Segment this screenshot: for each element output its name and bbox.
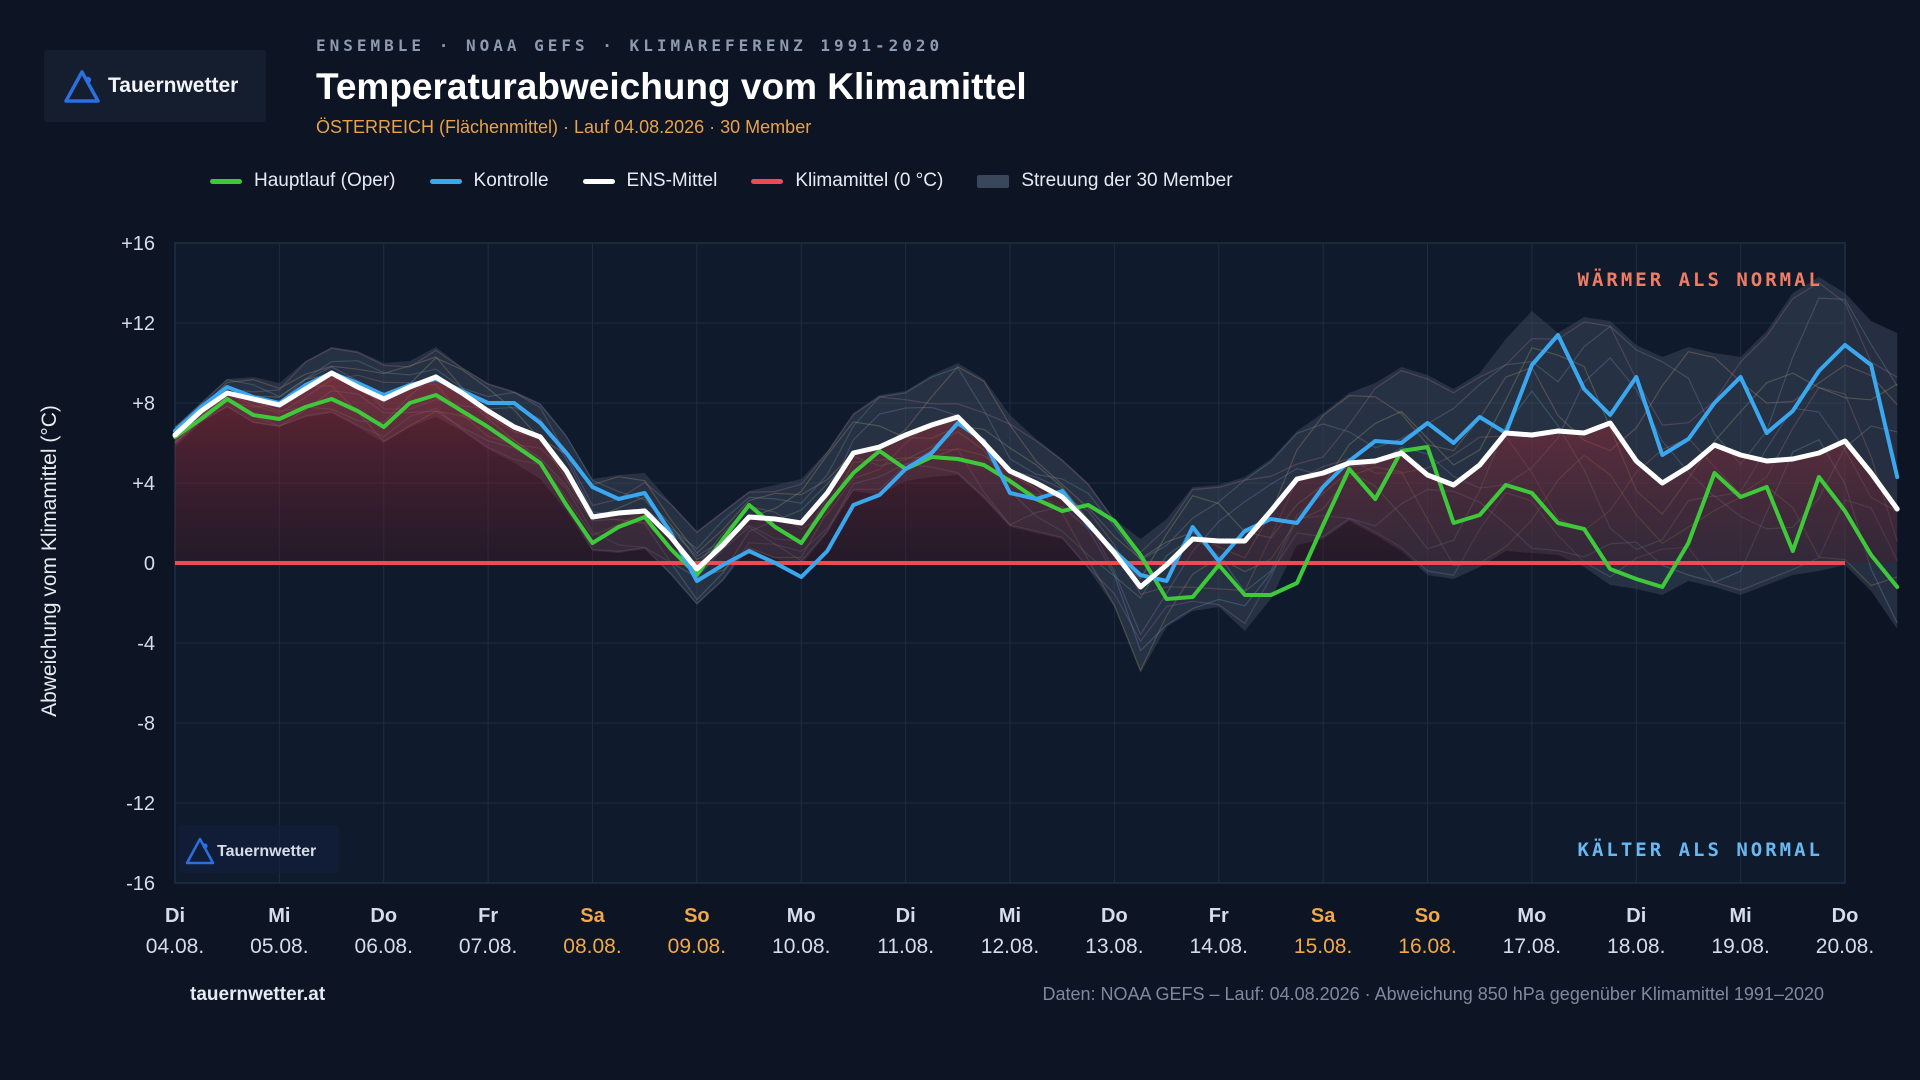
x-tick-date: 08.08.	[563, 935, 621, 958]
legend-swatch-climate	[751, 178, 784, 184]
watermark-dot-icon	[202, 843, 208, 849]
legend-label-ensmean: ENS-Mittel	[626, 170, 718, 191]
legend-item-ensmean: ENS-Mittel	[582, 170, 718, 192]
spread-band	[175, 277, 1898, 673]
legend-item-spread: Streuung der 30 Member	[977, 170, 1233, 192]
y-tick-label: -12	[126, 793, 155, 815]
x-tick-weekday: So	[1415, 905, 1441, 927]
run-meta: ÖSTERREICH (Flächenmittel) · Lauf 04.08.…	[316, 117, 812, 137]
y-tick-label: +12	[121, 313, 155, 335]
watermark-text: Tauernwetter	[217, 843, 316, 860]
x-tick-weekday: Do	[1101, 905, 1128, 927]
x-tick-date: 05.08.	[250, 935, 308, 958]
x-tick-weekday: Do	[370, 905, 397, 927]
ens-mean-line	[172, 370, 1900, 590]
ensemble-member-line	[174, 282, 1898, 554]
x-tick-weekday: Mo	[787, 905, 816, 927]
x-tick-weekday: Di	[165, 905, 185, 927]
x-tick-weekday: Di	[896, 905, 916, 927]
x-tick-weekday: Sa	[580, 905, 605, 927]
brand-name: Tauernwetter	[108, 74, 239, 97]
legend-label-climate: Klimamittel (0 °C)	[795, 170, 944, 191]
legend-label-spread: Streuung der 30 Member	[1021, 170, 1233, 191]
x-tick-date: 12.08.	[981, 935, 1039, 958]
x-tick-date: 18.08.	[1607, 935, 1665, 958]
x-tick-weekday: Sa	[1311, 905, 1336, 927]
brand-logo[interactable]: Tauernwetter	[44, 50, 266, 122]
x-tick-date: 07.08.	[459, 935, 517, 958]
y-tick-label: -16	[126, 873, 155, 895]
watermark-mountain-icon	[185, 837, 215, 865]
x-tick-weekday: Mo	[1517, 905, 1546, 927]
legend-item-oper: Hauptlauf (Oper)	[210, 170, 396, 192]
x-tick-weekday: Mi	[999, 905, 1021, 927]
x-tick-weekday: Mi	[1730, 905, 1752, 927]
header-kicker: ENSEMBLE · NOAA GEFS · KLIMAREFERENZ 199…	[316, 36, 944, 55]
legend-swatch-spread	[977, 174, 1010, 188]
x-tick-date: 09.08.	[668, 935, 726, 958]
legend-item-climate: Klimamittel (0 °C)	[751, 170, 943, 192]
legend-label-oper: Hauptlauf (Oper)	[254, 170, 396, 191]
x-tick-date: 16.08.	[1398, 935, 1456, 958]
y-tick-label: -8	[137, 713, 155, 735]
watermark-box	[179, 825, 339, 873]
page-title: Temperaturabweichung vom Klimamittel	[316, 66, 1027, 107]
x-tick-date: 14.08.	[1190, 935, 1248, 958]
annotation-cold: KÄLTER ALS NORMAL	[1578, 837, 1823, 861]
y-tick-label: +16	[121, 233, 155, 255]
x-tick-weekday: Fr	[478, 905, 498, 927]
footer-url[interactable]: tauernwetter.at	[190, 984, 326, 1005]
x-tick-date: 15.08.	[1294, 935, 1352, 958]
legend-label-control: Kontrolle	[473, 170, 549, 191]
x-tick-weekday: Mi	[268, 905, 290, 927]
x-tick-date: 11.08.	[877, 935, 934, 958]
x-tick-weekday: Di	[1626, 905, 1646, 927]
y-tick-label: -4	[137, 633, 155, 655]
x-tick-weekday: Fr	[1209, 905, 1229, 927]
legend-swatch-oper	[210, 178, 242, 184]
x-tick-date: 13.08.	[1085, 935, 1143, 958]
x-tick-date: 17.08.	[1503, 935, 1561, 958]
x-tick-weekday: Do	[1832, 905, 1859, 927]
x-tick-weekday: So	[684, 905, 710, 927]
legend-swatch-ensmean	[582, 178, 615, 184]
x-tick-date: 04.08.	[146, 935, 204, 958]
x-tick-date: 20.08.	[1816, 935, 1874, 958]
footer-source: Daten: NOAA GEFS – Lauf: 04.08.2026 · Ab…	[1042, 984, 1824, 1004]
legend-swatch-control	[429, 178, 462, 184]
x-tick-date: 06.08.	[355, 935, 413, 958]
mountain-logo-icon	[64, 70, 100, 103]
ensemble-member-line	[174, 297, 1898, 561]
y-tick-label: 0	[144, 553, 155, 575]
annotation-warm: WÄRMER ALS NORMAL	[1578, 267, 1823, 291]
y-tick-label: +8	[132, 393, 155, 415]
chart-legend: Hauptlauf (Oper) Kontrolle ENS-Mittel Kl…	[210, 170, 1267, 192]
y-tick-label: +4	[132, 473, 155, 495]
x-tick-date: 10.08.	[772, 935, 830, 958]
legend-item-control: Kontrolle	[429, 170, 549, 192]
x-tick-date: 19.08.	[1711, 935, 1769, 958]
